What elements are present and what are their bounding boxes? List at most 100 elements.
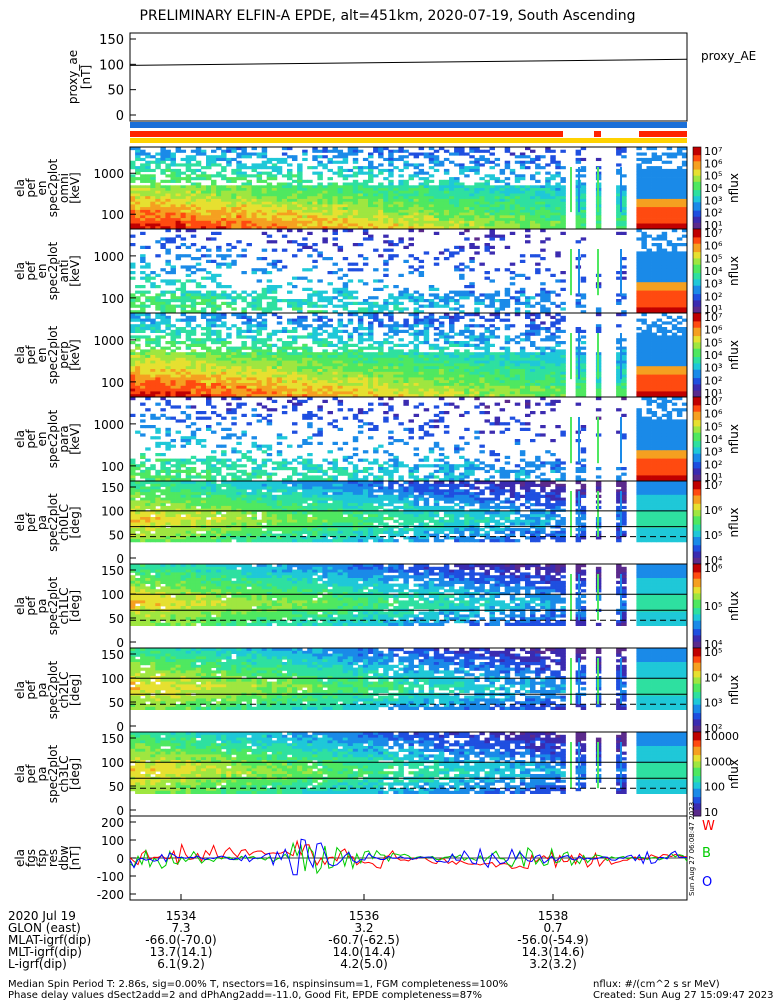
spectrogram-cell [652,296,657,299]
spectrogram-cell [378,369,383,372]
spectrogram-cell [181,363,186,366]
spectrogram-cell [348,389,353,392]
spectrogram-cell [155,191,160,194]
colorbar-tick-label: 10⁶ [704,157,723,170]
spectrogram-cell [272,375,277,378]
spectrogram-cell [550,210,555,213]
spectrogram-cell [150,183,155,186]
spectrogram-cell [186,169,191,172]
spectrogram-cell [576,302,581,305]
spectrogram-cell [495,202,500,205]
spectrogram-cell [485,210,490,213]
spectrogram-cell [393,327,398,330]
spectrogram-cell [191,191,196,194]
spectrogram-cell [459,153,464,156]
spectrogram-cell [221,221,226,224]
spectrogram-cell [657,224,662,227]
spectrogram-cell [424,358,429,361]
spectrogram-cell [636,215,641,218]
spectrogram-cell [383,366,388,369]
spectrogram-cell [368,204,373,207]
spectrogram-cell [368,316,373,319]
spectrogram-cell [419,391,424,394]
spectrogram-cell [312,352,317,355]
spectrogram-cell [459,221,464,224]
spectrogram-cell [469,224,474,227]
spectrogram-cell [414,333,419,336]
spectrogram-cell [322,185,327,188]
spectrogram-cell [343,207,348,210]
spectrogram-cell [515,299,520,302]
spectrogram-cell [388,185,393,188]
spectrogram-cell [216,155,221,158]
spectrogram-cell [206,347,211,350]
spectrogram-cell [474,221,479,224]
spectrogram-cell [302,180,307,183]
spectrogram-cell [495,158,500,161]
spectrogram-cell [474,215,479,218]
spectrogram-cell [302,391,307,394]
spectrogram-cell [419,296,424,299]
spectrogram-cell [186,321,191,324]
spectrogram-cell [363,391,368,394]
spectrogram-cell [464,188,469,191]
spectrogram-cell [439,185,444,188]
spectrogram-cell [515,174,520,177]
spectrogram-cell [444,391,449,394]
spectrogram-cell [393,218,398,221]
spectrogram-cell [307,324,312,327]
spectrogram-cell [186,196,191,199]
spectrogram-cell [363,232,368,235]
spectrogram-cell [358,215,363,218]
spectrogram-cell [485,202,490,205]
spectrogram-cell [515,196,520,199]
spectrogram-cell [211,386,216,389]
spectrogram-cell [191,338,196,341]
spectrogram-cell [287,224,292,227]
spectrogram-cell [257,366,262,369]
spectrogram-cell [307,207,312,210]
spectrogram-cell [206,237,211,240]
spectrogram-cell [247,375,252,378]
spectrogram-cell [403,215,408,218]
spectrogram-cell [343,221,348,224]
spectrogram-cell [388,199,393,202]
spectrogram-cell [302,386,307,389]
spectrogram-cell [221,296,226,299]
spectrogram-cell [328,344,333,347]
spectrogram-cell [414,386,419,389]
spectrogram-cell [419,305,424,308]
spectrogram-cell [419,377,424,380]
spectrogram-cell [176,361,181,364]
spectrogram-cell [414,202,419,205]
spectrogram-cell [348,183,353,186]
spectrogram-cell [155,274,160,277]
spectrogram-cell [383,191,388,194]
spectrogram-cell [353,153,358,156]
spectrogram-cell [282,299,287,302]
spectrogram-cell [343,361,348,364]
spectrogram-cell [312,391,317,394]
spectrogram-cell [505,288,510,291]
spectrogram-cell [677,296,682,299]
spectrogram-cell [378,279,383,282]
spectrogram-cell [393,150,398,153]
spectrogram-cell [181,366,186,369]
spectrogram-cell [191,389,196,392]
spectrogram-cell [191,235,196,238]
spectrogram-cell [647,260,652,263]
spectrogram-cell [495,180,500,183]
spectrogram-cell [429,344,434,347]
spectrogram-cell [272,249,277,252]
spectrogram-cell [530,305,535,308]
spectrogram-cell [145,191,150,194]
spectrogram-cell [540,194,545,197]
spectrogram-cell [226,185,231,188]
spectrogram-cell [576,158,581,161]
spectrogram-cell [338,191,343,194]
spectrogram-cell [317,338,322,341]
spectrogram-cell [328,366,333,369]
spectrogram-cell [383,372,388,375]
spectrogram-cell [262,210,267,213]
spectrogram-cell [424,389,429,392]
